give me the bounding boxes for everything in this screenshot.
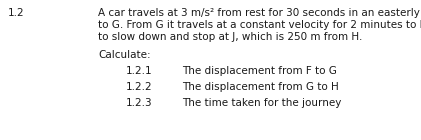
Text: 1.2: 1.2 <box>8 8 24 18</box>
Text: 1.2.2: 1.2.2 <box>126 82 153 92</box>
Text: A car travels at 3 m/s² from rest for 30 seconds in an easterly direction from F: A car travels at 3 m/s² from rest for 30… <box>98 8 421 18</box>
Text: to G. From G it travels at a constant velocity for 2 minutes to H and then it st: to G. From G it travels at a constant ve… <box>98 20 421 30</box>
Text: 1.2.1: 1.2.1 <box>126 66 153 76</box>
Text: The displacement from F to G: The displacement from F to G <box>182 66 337 76</box>
Text: The displacement from G to H: The displacement from G to H <box>182 82 339 92</box>
Text: 1.2.3: 1.2.3 <box>126 98 153 108</box>
Text: The time taken for the journey: The time taken for the journey <box>182 98 341 108</box>
Text: Calculate:: Calculate: <box>98 50 151 60</box>
Text: to slow down and stop at J, which is 250 m from H.: to slow down and stop at J, which is 250… <box>98 32 362 42</box>
